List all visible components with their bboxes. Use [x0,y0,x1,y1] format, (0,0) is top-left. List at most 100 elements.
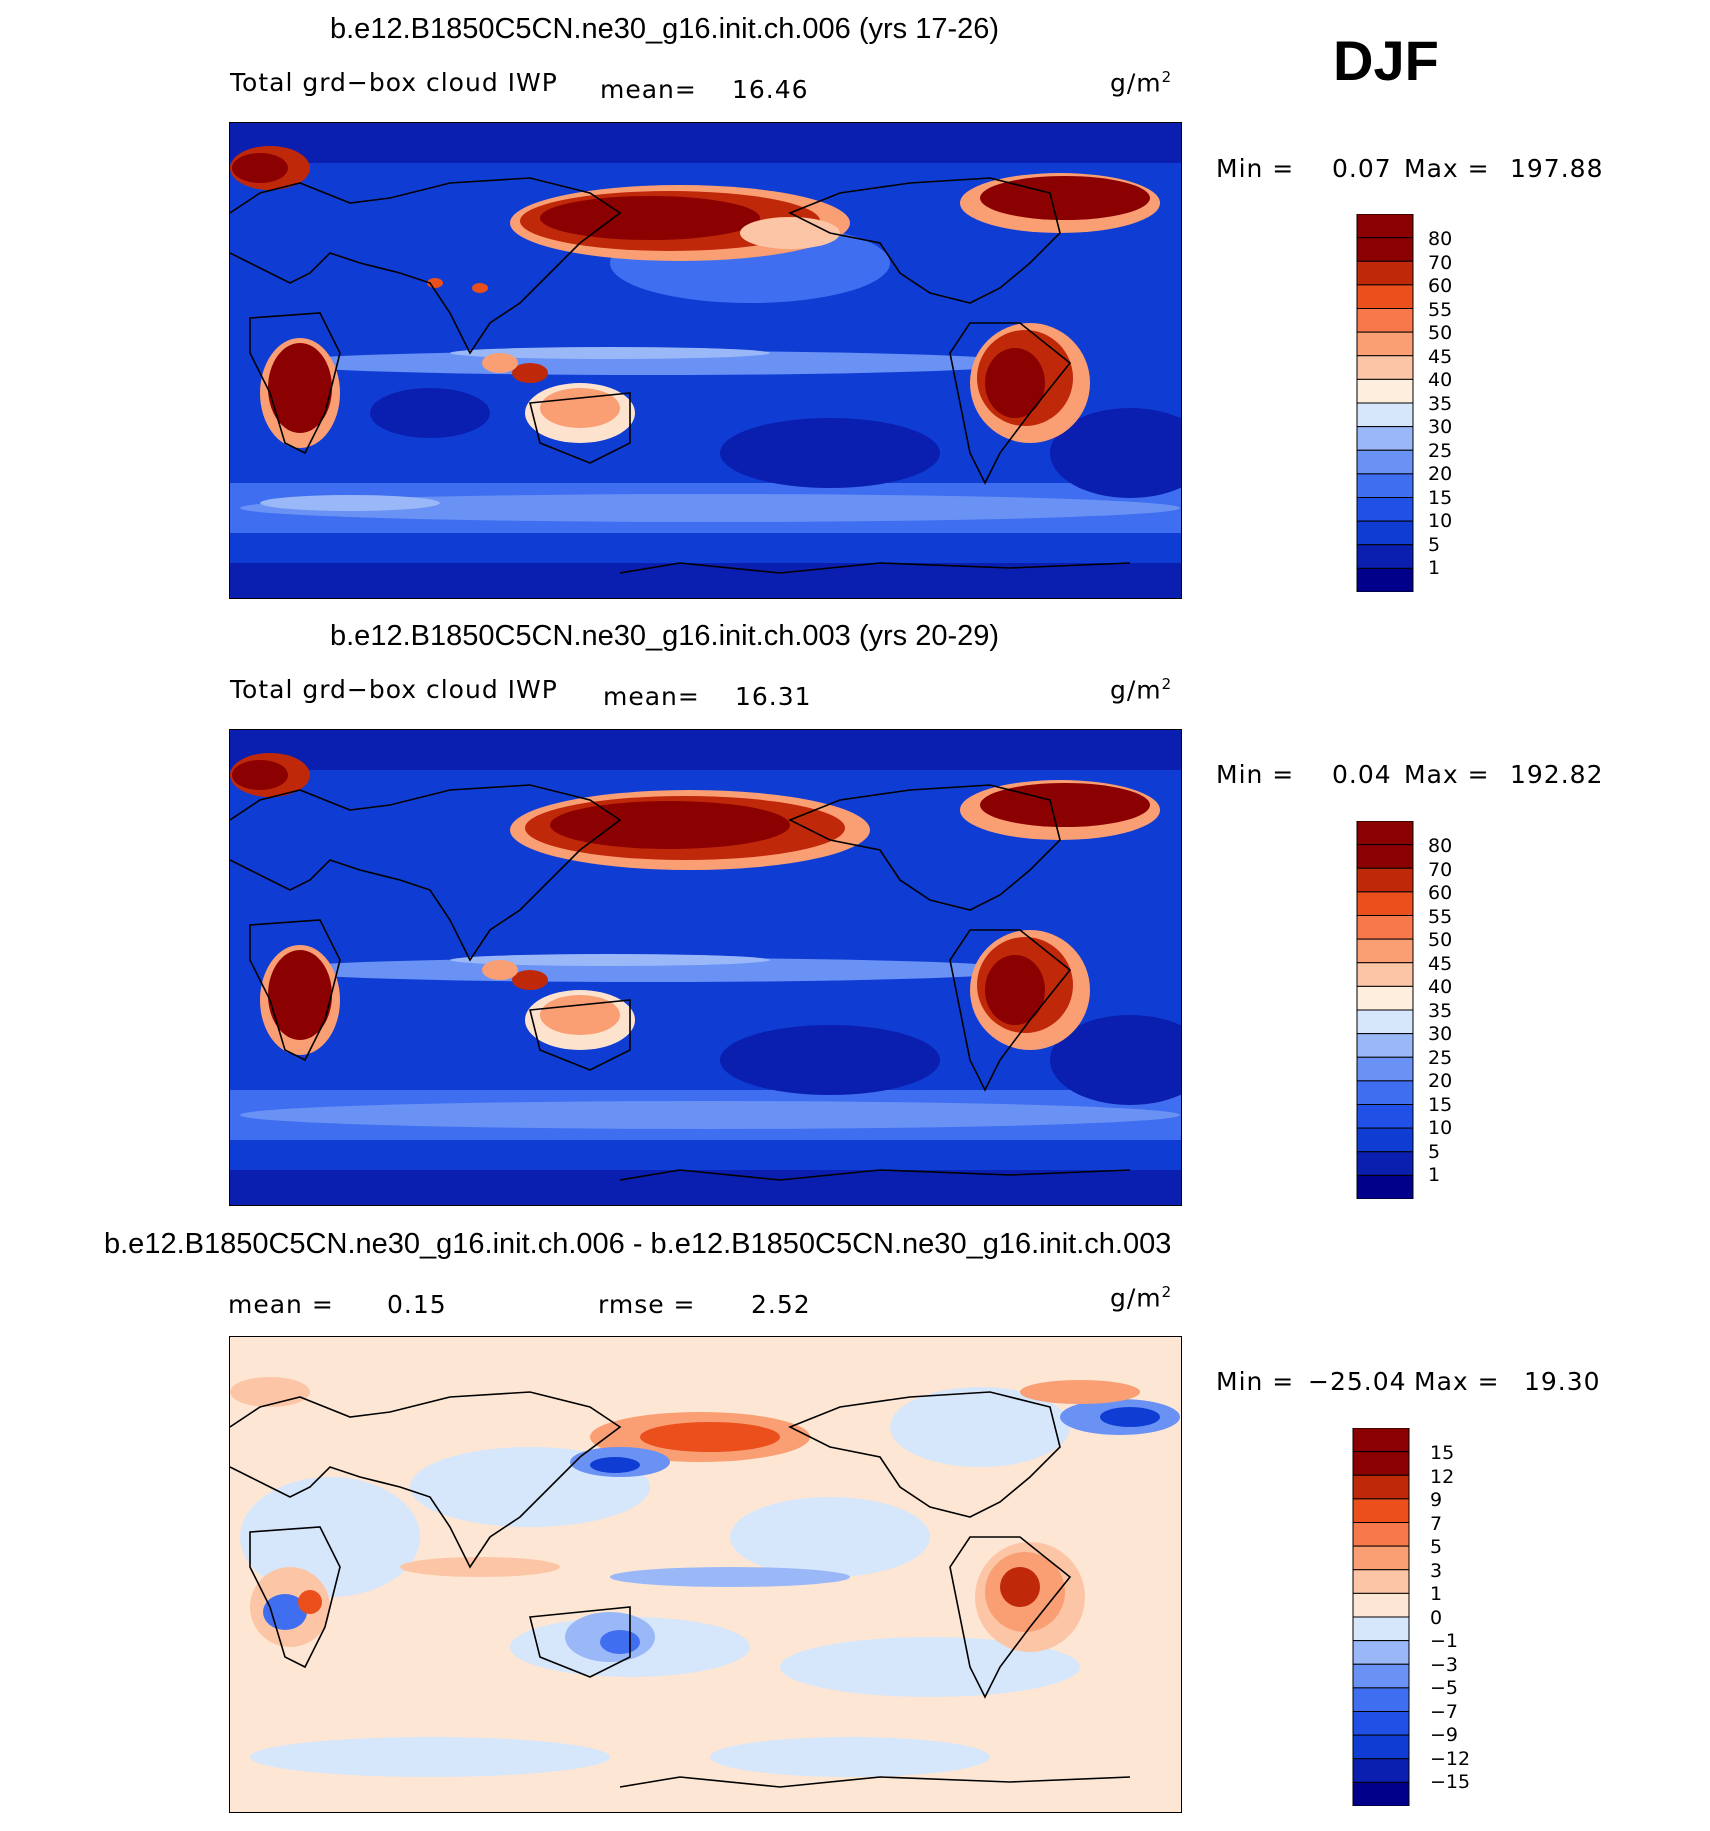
panel1-min-value: 0.07 [1332,154,1392,183]
colorbar-box [1352,1758,1410,1783]
colorbar-tick: 1 [1428,557,1441,579]
panel1-variable: Total grd−box cloud IWP [230,68,558,97]
colorbar-tick: 25 [1428,439,1453,462]
colorbar-box [1352,1545,1410,1571]
colorbar-box [1356,867,1414,893]
panel3-min-value: −25.04 [1308,1367,1407,1396]
colorbar-tick: 10 [1428,510,1453,532]
panel2-mean-label: mean= [603,682,700,711]
colorbar-tick: 15 [1428,486,1453,509]
colorbar-tick: 40 [1428,976,1453,998]
colorbar-tick: 3 [1430,1559,1443,1582]
colorbar-tick: 45 [1428,345,1453,368]
panel1-colorbar [1356,213,1414,597]
colorbar-tick: 10 [1428,1117,1453,1139]
colorbar-box [1356,308,1414,333]
colorbar-tick: −9 [1430,1724,1459,1746]
colorbar-box [1352,1616,1410,1642]
colorbar-box [1356,544,1414,569]
panel2-min-value: 0.04 [1332,760,1392,789]
colorbar-tick: −5 [1430,1677,1459,1699]
colorbar-box [1356,449,1414,475]
panel1-max-value: 197.88 [1510,154,1604,183]
colorbar-tick: 1 [1428,1164,1441,1186]
colorbar-tick: 80 [1428,835,1453,857]
panel3-rmse-value: 2.52 [751,1290,811,1319]
colorbar-box [1356,844,1414,869]
season-label: DJF [1333,29,1439,92]
panel1-colorbar-labels: 80 70 60 55 50 45 40 35 30 25 20 15 10 5… [1428,228,1452,581]
colorbar-tick: 1 [1430,1583,1443,1605]
panel1-mean-value: 16.46 [732,75,809,104]
colorbar-box [1352,1592,1410,1618]
colorbar-tick: 80 [1428,228,1453,250]
panel3-title: b.e12.B1850C5CN.ne30_g16.init.ch.006 - b… [104,1228,1172,1260]
panel1-mean-label: mean= [600,75,697,104]
panel3-mean-value: 0.15 [387,1290,447,1319]
panel3-coastlines [230,1391,1131,1788]
colorbar-tick: −3 [1430,1653,1459,1676]
colorbar-tick: 50 [1428,322,1453,344]
colorbar-box [1356,1151,1414,1176]
colorbar-box [1352,1687,1410,1712]
colorbar-box [1356,1174,1414,1200]
panel2-mean-value: 16.31 [735,682,812,711]
colorbar-tick: 9 [1430,1489,1443,1511]
colorbar-box [1356,567,1414,593]
colorbar-box [1356,331,1414,357]
colorbar-tick: 50 [1428,929,1453,951]
colorbar-tick: 70 [1428,251,1453,274]
colorbar-tick: 7 [1430,1512,1443,1535]
colorbar-tick: 55 [1428,298,1453,321]
colorbar-box [1352,1451,1410,1476]
colorbar-box [1352,1427,1410,1453]
colorbar-box [1352,1781,1410,1807]
colorbar-box [1356,402,1414,428]
panel2-colorbar-labels: 80 70 60 55 50 45 40 35 30 25 20 15 10 5… [1428,835,1452,1188]
panel3-colorbar [1352,1427,1410,1811]
panel3-map [229,1336,1182,1813]
colorbar-tick: 15 [1428,1093,1453,1116]
panel2-title: b.e12.B1850C5CN.ne30_g16.init.ch.003 (yr… [330,620,1000,652]
colorbar-box [1356,497,1414,522]
colorbar-box [1356,426,1414,451]
panel1-coastlines [230,177,1131,574]
colorbar-box [1356,473,1414,498]
colorbar-box [1356,962,1414,987]
colorbar-box [1356,284,1414,309]
panel3-colorbar-labels: 15 12 9 7 5 3 1 0 −1 −3 −5 −7 −9 −12 −15 [1430,1442,1470,1795]
panel1-max-label: Max = [1404,154,1490,183]
colorbar-tick: 60 [1428,882,1453,904]
panel3-map-graphic [230,1337,1181,1812]
colorbar-box [1352,1474,1410,1500]
colorbar-box [1356,378,1414,404]
panel3-units: g/m2 [1110,1283,1173,1313]
colorbar-box [1356,915,1414,940]
colorbar-box [1356,1104,1414,1129]
colorbar-tick: 70 [1428,858,1453,881]
panel2-map-graphic [230,730,1181,1205]
colorbar-box [1352,1640,1410,1665]
panel3-max-label: Max = [1414,1367,1500,1396]
colorbar-tick: 40 [1428,369,1453,391]
colorbar-box [1356,1009,1414,1035]
panel1-title: b.e12.B1850C5CN.ne30_g16.init.ch.006 (yr… [330,13,1000,45]
colorbar-tick: 60 [1428,275,1453,297]
panel2-coastlines [230,784,1131,1181]
colorbar-box [1356,1056,1414,1082]
panel2-min-label: Min = [1216,760,1295,789]
panel3-mean-label: mean = [228,1290,334,1319]
panel2-variable: Total grd−box cloud IWP [230,675,558,704]
panel2-colorbar [1356,820,1414,1204]
colorbar-tick: −12 [1430,1747,1471,1770]
colorbar-box [1356,891,1414,916]
colorbar-box [1356,1080,1414,1105]
colorbar-tick: 35 [1428,999,1453,1022]
colorbar-box [1356,260,1414,286]
colorbar-tick: 25 [1428,1046,1453,1069]
colorbar-box [1356,520,1414,546]
colorbar-box [1352,1663,1410,1689]
colorbar-tick: 5 [1428,1140,1441,1163]
colorbar-box [1352,1522,1410,1547]
colorbar-tick: 30 [1428,1023,1453,1045]
